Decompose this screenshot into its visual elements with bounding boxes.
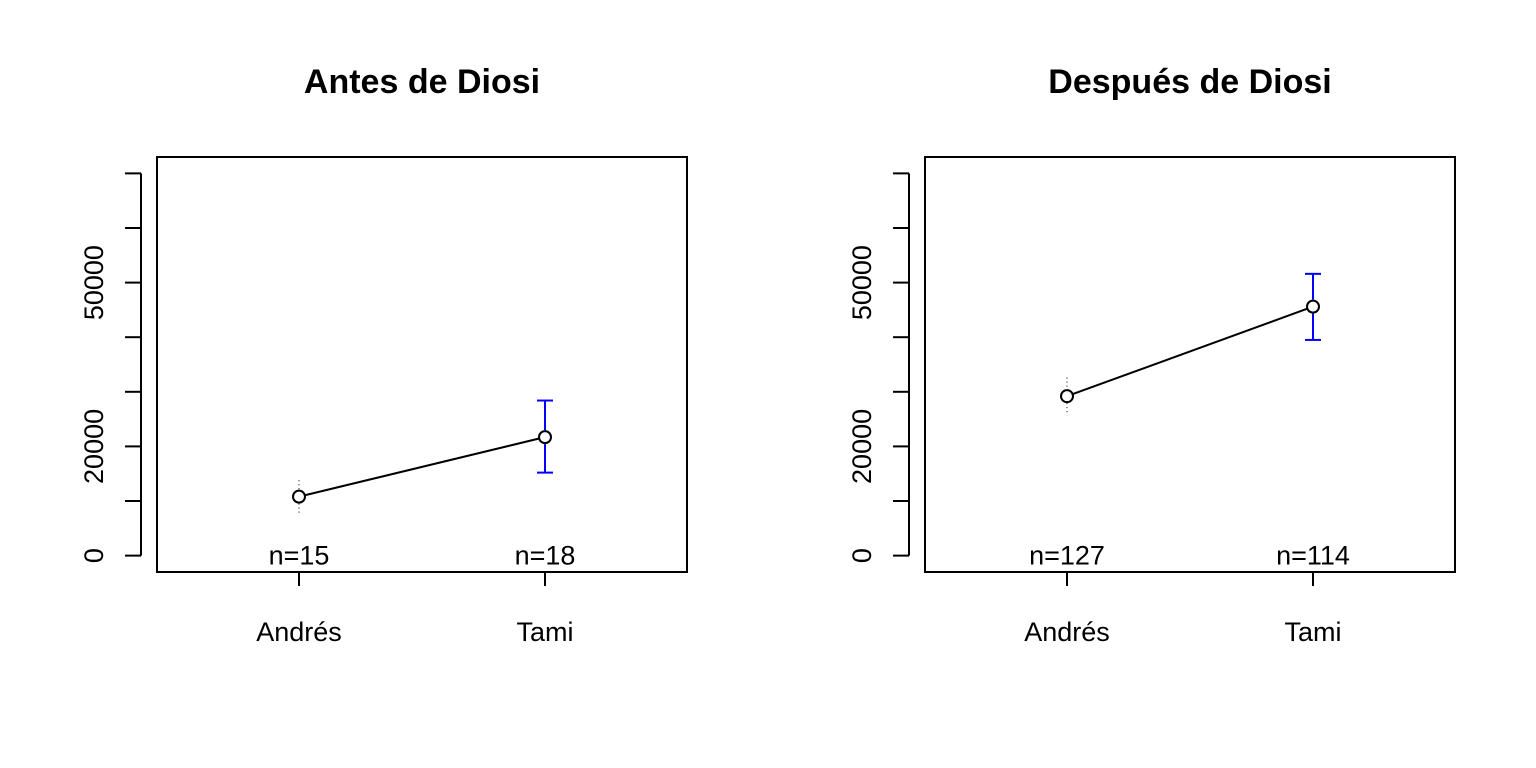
panel-antes: Antes de Diosi 0 20000 50000 Andrés Tami n=… (79, 63, 688, 647)
y-tick-label: 20000 (79, 409, 109, 484)
y-axis: 0 20000 50000 (847, 172, 910, 563)
data-point (1060, 389, 1074, 404)
series-line (305, 437, 539, 497)
x-tick-label: Tami (1284, 617, 1341, 647)
y-tick-label: 20000 (847, 409, 877, 484)
y-tick-label: 0 (847, 548, 877, 563)
x-tick-label: Andrés (256, 617, 342, 647)
n-label: n=15 (269, 541, 330, 571)
y-tick-label: 50000 (847, 245, 877, 320)
plot-frame (924, 156, 1456, 573)
y-tick-label: 0 (79, 548, 109, 563)
plot-frame (156, 156, 688, 573)
data-point (538, 430, 552, 445)
data-point (1306, 299, 1320, 314)
series-line (1072, 307, 1308, 395)
y-axis: 0 20000 50000 (79, 172, 142, 563)
panel-title: Después de Diosi (1048, 63, 1331, 101)
y-tick-label: 50000 (79, 245, 109, 320)
n-label: n=114 (1276, 541, 1350, 571)
x-axis: Andrés Tami (1024, 572, 1342, 647)
data-marks: n=127 n=114 (1029, 272, 1350, 571)
data-marks: n=15 n=18 (269, 399, 576, 571)
x-tick-label: Tami (516, 617, 573, 647)
panel-title: Antes de Diosi (304, 63, 540, 101)
n-label: n=127 (1029, 541, 1105, 571)
n-label: n=18 (515, 541, 576, 571)
x-tick-label: Andrés (1024, 617, 1110, 647)
data-point (292, 489, 306, 504)
x-axis: Andrés Tami (256, 572, 574, 647)
